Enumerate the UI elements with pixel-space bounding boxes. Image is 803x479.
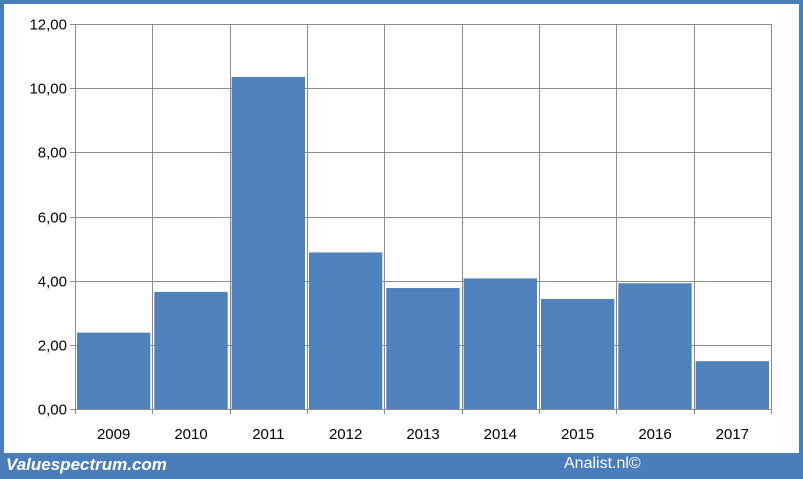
plot-area-border [75, 24, 772, 410]
y-tick-label: 10,00 [29, 81, 67, 98]
x-tick-label: 2014 [484, 426, 517, 443]
bar-2011 [231, 76, 305, 409]
x-tick-label: 2013 [406, 426, 439, 443]
x-tick-label: 2016 [638, 426, 671, 443]
y-tick-label: 2,00 [38, 338, 67, 355]
bars [77, 76, 769, 409]
chart-frame: 0,00 2,00 4,00 6,00 8,00 10,00 12,00 2009 2010 2… [4, 4, 799, 453]
x-tick-label: 2017 [716, 426, 749, 443]
footer-copyright: Analist.nl© [564, 455, 641, 472]
y-tick-label: 6,00 [38, 210, 67, 227]
x-tick-label: 2012 [329, 426, 362, 443]
x-tick-label: 2009 [97, 426, 130, 443]
y-axis-labels: 0,00 2,00 4,00 6,00 8,00 10,00 12,00 [29, 17, 67, 419]
y-tick-label: 4,00 [38, 274, 67, 291]
x-tick-label: 2011 [252, 426, 284, 443]
bar-2010 [154, 291, 228, 409]
bar-2009 [77, 332, 151, 409]
y-tick-label: 8,00 [38, 145, 67, 162]
x-axis-labels: 2009 2010 2011 2012 2013 2014 2015 2016 2017 [97, 426, 749, 443]
y-tick-label: 0,00 [38, 402, 67, 419]
bar-2017 [695, 361, 769, 409]
bar-2016 [618, 283, 692, 409]
x-tick-label: 2015 [561, 426, 594, 443]
y-tick-label: 12,00 [29, 17, 67, 34]
bar-2013 [386, 288, 460, 409]
bar-2015 [541, 298, 615, 409]
bar-2014 [463, 278, 537, 409]
footer-site-name: Valuespectrum.com [6, 455, 167, 474]
bar-2012 [309, 252, 383, 409]
grid-lines [70, 24, 772, 414]
x-tick-label: 2010 [174, 426, 207, 443]
